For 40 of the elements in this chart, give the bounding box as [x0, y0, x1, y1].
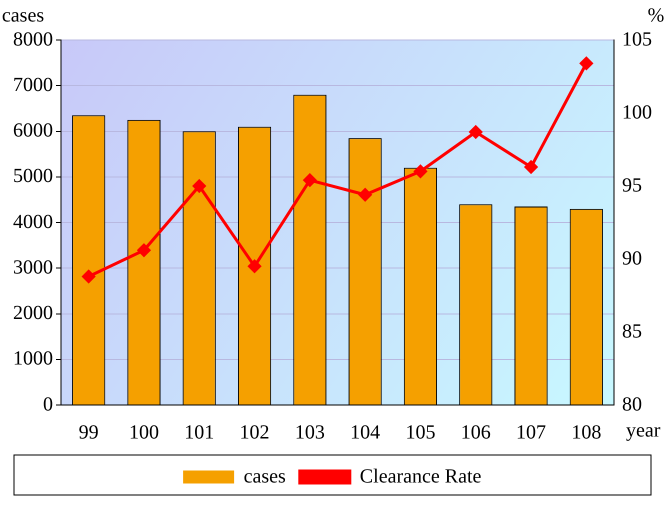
y-tick-label: 5000: [13, 165, 53, 188]
point: [524, 160, 538, 174]
point: [469, 125, 482, 138]
point: [137, 244, 150, 257]
x-tick-label: 104: [350, 421, 380, 444]
point: [414, 164, 427, 178]
point: [303, 174, 316, 187]
x-axis-title: year: [626, 419, 661, 442]
y-tick-label: 1000: [13, 348, 53, 370]
y2-tick-label: 90: [622, 247, 642, 270]
y2-tick-label: 80: [622, 393, 642, 416]
y-tick-label: 0: [43, 393, 53, 416]
y-axis-title: cases: [2, 4, 44, 26]
y2-tick-label: 95: [622, 174, 642, 196]
point: [192, 180, 206, 192]
y2-tick-label: 105: [622, 28, 652, 50]
y-tick-label: 8000: [13, 28, 53, 50]
point: [580, 56, 593, 70]
x-tick-label: 106: [460, 421, 491, 444]
y-tick-label: 6000: [13, 120, 53, 142]
x-tick-label: 105: [405, 421, 436, 444]
point: [248, 260, 262, 273]
legend-label: cases: [244, 465, 286, 488]
x-tick-label: 108: [571, 421, 602, 444]
x-tick-label: 107: [516, 421, 546, 444]
y2-tick-label: 100: [622, 101, 652, 124]
y-tick-label: 3000: [13, 256, 53, 278]
y2-axis-title: %: [648, 4, 664, 26]
x-tick-label: 102: [240, 421, 270, 444]
legend-label: Clearance Rate: [360, 465, 482, 488]
y2-tick-label: 85: [622, 320, 642, 342]
y-tick-label: 7000: [13, 74, 53, 96]
point: [358, 188, 372, 202]
x-tick-label: 100: [128, 421, 159, 444]
x-tick-label: 103: [294, 421, 325, 444]
point: [82, 270, 96, 284]
y-tick-label: 4000: [13, 210, 53, 233]
x-tick-label: 101: [184, 421, 214, 444]
x-tick-label: 99: [78, 421, 99, 444]
y-tick-label: 2000: [13, 302, 53, 324]
